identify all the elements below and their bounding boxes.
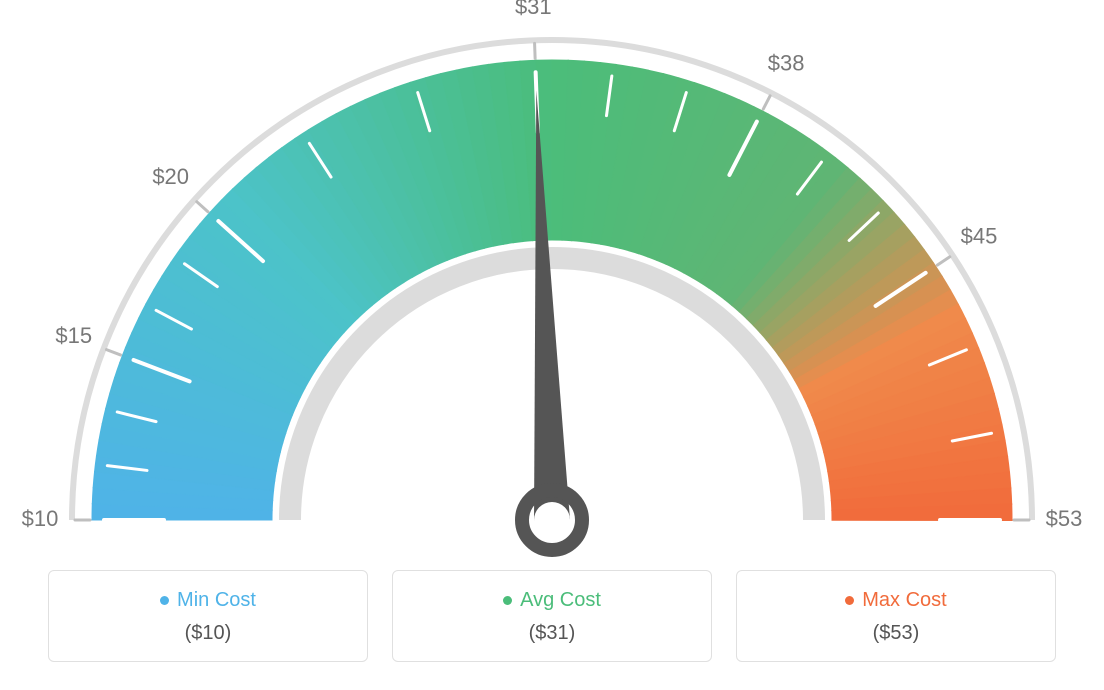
legend-avg-label: Avg Cost [503,589,601,612]
gauge-tick-label: $45 [961,223,998,248]
legend-max-value: ($53) [757,622,1035,645]
gauge-tick-label: $53 [1046,506,1083,531]
gauge-tick-label: $38 [768,50,805,75]
legend-card-min: Min Cost ($10) [48,570,368,662]
legend-max-label: Max Cost [845,589,946,612]
legend-card-max: Max Cost ($53) [736,570,1056,662]
gauge-chart: $10 $15 $20 $31 $38 $45 $53 [0,0,1104,560]
legend-avg-value: ($31) [413,622,691,645]
gauge-needle-hub-inner [534,502,570,538]
gauge-tick-label: $15 [55,323,92,348]
legend-min-label: Min Cost [160,589,256,612]
gauge-container: $10 $15 $20 $31 $38 $45 $53 [0,0,1104,560]
gauge-tick-label: $20 [152,164,189,189]
gauge-tick-label: $31 [515,0,552,19]
legend-min-value: ($10) [69,622,347,645]
gauge-tick-label: $10 [22,506,59,531]
legend-card-avg: Avg Cost ($31) [392,570,712,662]
legend-row: Min Cost ($10) Avg Cost ($31) Max Cost (… [0,570,1104,662]
